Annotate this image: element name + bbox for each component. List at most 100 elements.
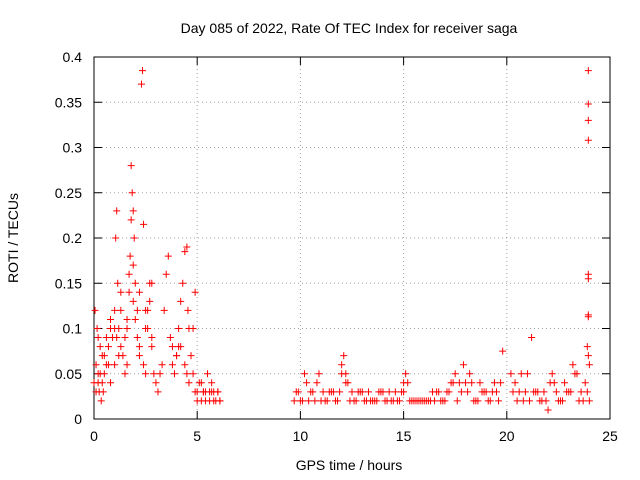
data-point (129, 261, 137, 269)
data-point (121, 370, 129, 378)
data-point (385, 388, 393, 396)
data-point (98, 379, 106, 387)
data-point (530, 388, 538, 396)
data-point (128, 189, 136, 197)
data-point (497, 379, 505, 387)
data-point (158, 361, 166, 369)
data-points (90, 67, 593, 414)
data-point (348, 388, 356, 396)
data-point (404, 379, 412, 387)
data-point (544, 406, 552, 414)
data-point (517, 370, 525, 378)
data-point (492, 388, 500, 396)
data-point (362, 397, 370, 405)
data-point (129, 297, 137, 305)
data-point (395, 397, 403, 405)
data-point (584, 313, 592, 321)
data-point (93, 325, 101, 332)
data-point (148, 334, 156, 342)
data-point (303, 379, 311, 387)
data-point (92, 361, 100, 369)
data-point (131, 315, 139, 323)
data-point (214, 388, 222, 396)
data-point (478, 388, 486, 396)
data-point (311, 397, 319, 405)
y-axis-title: ROTI / TECUs (5, 193, 21, 283)
data-point (150, 370, 158, 378)
data-point (437, 397, 445, 405)
data-point (495, 397, 503, 405)
data-point (92, 388, 100, 396)
x-tick-label: 0 (90, 428, 98, 444)
data-point (139, 67, 147, 75)
chart-title: Day 085 of 2022, Rate Of TEC Index for r… (181, 20, 518, 36)
data-point (154, 388, 162, 396)
data-point (451, 370, 459, 378)
data-point (309, 388, 317, 396)
data-point (584, 116, 592, 124)
data-point (123, 315, 131, 323)
data-point (584, 275, 592, 283)
data-point (490, 379, 498, 387)
data-point (144, 325, 152, 332)
data-point (464, 388, 472, 396)
data-point (453, 397, 461, 405)
data-point (579, 397, 587, 405)
data-point (117, 343, 125, 351)
data-point (197, 379, 205, 387)
data-point (457, 388, 465, 396)
data-point (313, 379, 321, 387)
data-point (99, 388, 107, 396)
y-tick-label: 0.2 (63, 230, 83, 246)
data-point (338, 361, 346, 369)
data-point (340, 352, 348, 360)
data-point (121, 334, 129, 342)
data-point (499, 347, 507, 355)
data-point (166, 334, 174, 342)
data-point (420, 397, 428, 405)
data-point (102, 334, 110, 342)
data-point (204, 370, 212, 378)
y-tick-label: 0.05 (55, 366, 82, 382)
data-point (168, 361, 176, 369)
data-point (114, 279, 122, 287)
data-point (577, 388, 585, 396)
x-tick-label: 25 (602, 428, 618, 444)
data-point (100, 370, 108, 378)
data-point (115, 352, 123, 360)
data-point (354, 388, 362, 396)
data-point (117, 306, 125, 314)
data-point (160, 306, 168, 314)
data-point (127, 162, 135, 170)
data-point (135, 288, 143, 296)
data-point (387, 397, 395, 405)
data-point (126, 252, 134, 260)
data-point (371, 397, 379, 405)
data-point (185, 379, 193, 387)
data-point (315, 370, 323, 378)
data-point (583, 343, 591, 351)
data-point (301, 370, 309, 378)
data-point (462, 379, 470, 387)
data-point (206, 397, 214, 405)
data-point (470, 397, 478, 405)
data-point (125, 288, 133, 296)
data-point (321, 397, 329, 405)
data-point (125, 270, 133, 278)
data-point (179, 279, 187, 287)
x-axis-title: GPS time / hours (296, 457, 403, 473)
data-point (94, 370, 102, 378)
data-point (329, 388, 337, 396)
data-point (135, 343, 143, 351)
data-point (189, 370, 197, 378)
data-point (184, 306, 192, 314)
data-point (342, 379, 350, 387)
data-point (113, 334, 121, 342)
y-tick-label: 0.4 (63, 49, 83, 65)
y-tick-label: 0.25 (55, 185, 82, 201)
data-point (449, 379, 457, 387)
data-point (552, 388, 560, 396)
data-point (338, 370, 346, 378)
data-point (515, 388, 523, 396)
